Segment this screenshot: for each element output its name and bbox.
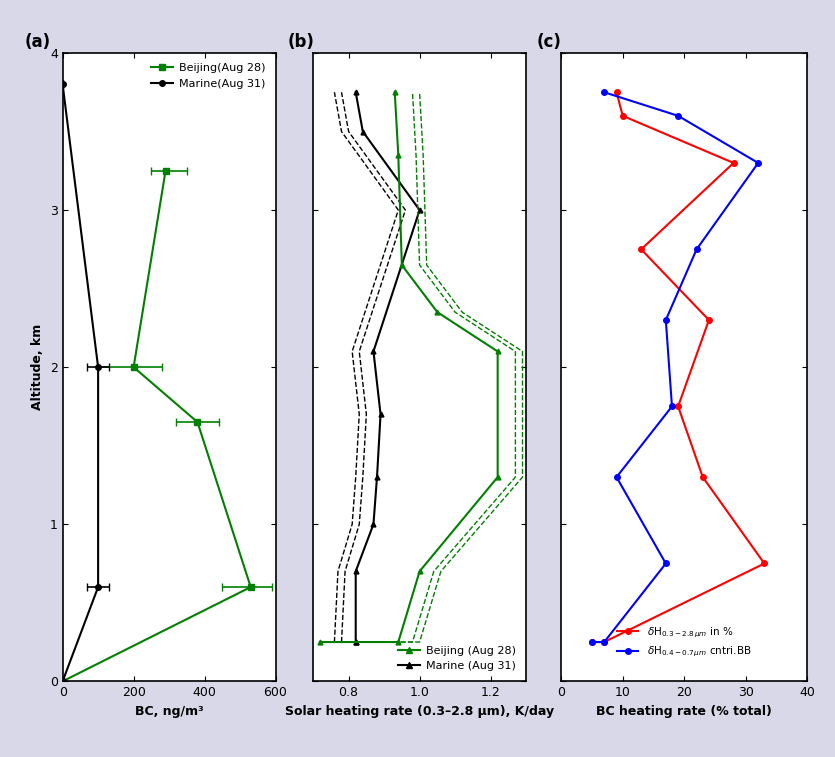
Y-axis label: Altitude, km: Altitude, km bbox=[31, 324, 44, 410]
Text: (b): (b) bbox=[287, 33, 315, 51]
Legend: $\delta$H$_{0.3-2.8\,\mu m}$ in %, $\delta$H$_{0.4-0.7\,\mu m}$ cntri.BB: $\delta$H$_{0.3-2.8\,\mu m}$ in %, $\del… bbox=[613, 621, 756, 664]
X-axis label: BC, ng/m³: BC, ng/m³ bbox=[134, 705, 204, 718]
Legend: Beijing (Aug 28), Marine (Aug 31): Beijing (Aug 28), Marine (Aug 31) bbox=[394, 641, 520, 676]
X-axis label: Solar heating rate (0.3–2.8 μm), K/day: Solar heating rate (0.3–2.8 μm), K/day bbox=[285, 705, 554, 718]
Text: (c): (c) bbox=[536, 33, 561, 51]
X-axis label: BC heating rate (% total): BC heating rate (% total) bbox=[596, 705, 772, 718]
Text: (a): (a) bbox=[24, 33, 50, 51]
Legend: Beijing(Aug 28), Marine(Aug 31): Beijing(Aug 28), Marine(Aug 31) bbox=[147, 58, 270, 93]
